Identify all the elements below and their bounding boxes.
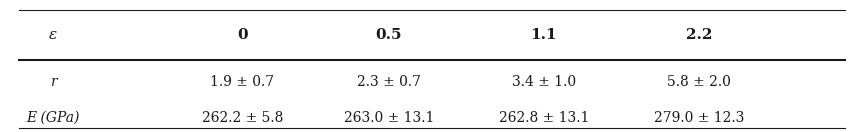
Text: 2.2: 2.2 xyxy=(686,28,712,42)
Text: 2.3 ± 0.7: 2.3 ± 0.7 xyxy=(357,74,421,89)
Text: 3.4 ± 1.0: 3.4 ± 1.0 xyxy=(511,74,576,89)
Text: 279.0 ± 12.3: 279.0 ± 12.3 xyxy=(654,111,744,125)
Text: 0.5: 0.5 xyxy=(376,28,402,42)
Text: 1.9 ± 0.7: 1.9 ± 0.7 xyxy=(211,74,275,89)
Text: E (GPa): E (GPa) xyxy=(27,111,79,125)
Text: 1.1: 1.1 xyxy=(530,28,557,42)
Text: 262.8 ± 13.1: 262.8 ± 13.1 xyxy=(499,111,589,125)
Text: 263.0 ± 13.1: 263.0 ± 13.1 xyxy=(344,111,434,125)
Text: ε: ε xyxy=(49,28,57,42)
Text: 262.2 ± 5.8: 262.2 ± 5.8 xyxy=(202,111,283,125)
Text: 5.8 ± 2.0: 5.8 ± 2.0 xyxy=(667,74,731,89)
Text: 0: 0 xyxy=(238,28,248,42)
Text: r: r xyxy=(50,74,56,89)
